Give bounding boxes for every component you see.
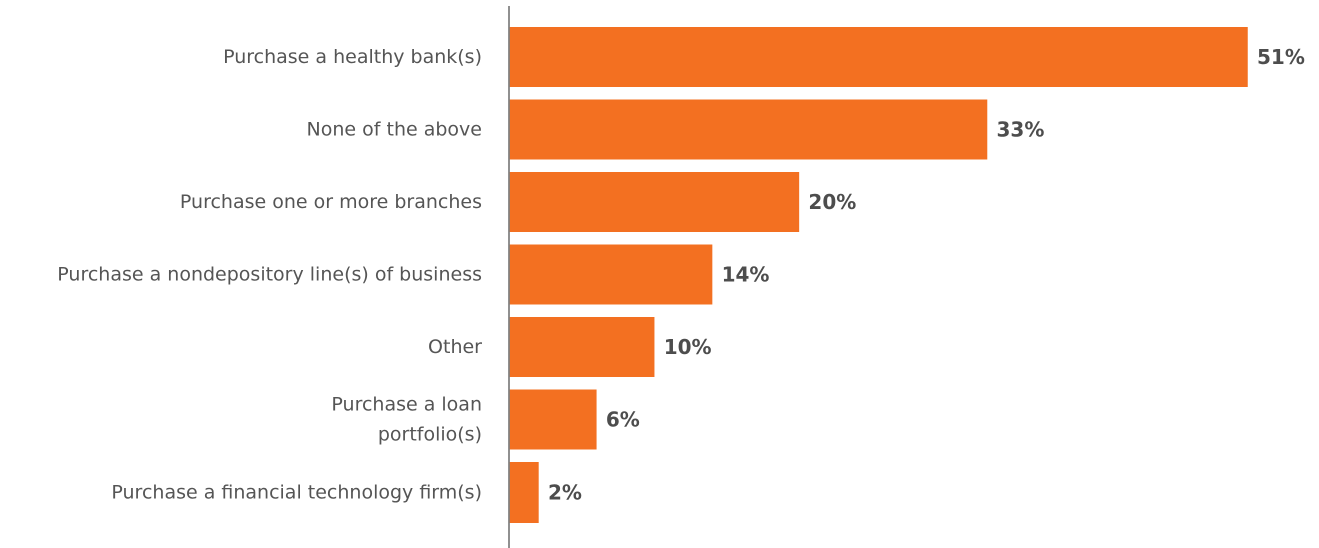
category-label-2: None of the above	[307, 119, 482, 141]
bar-1	[509, 27, 1248, 87]
category-label-7: Purchase a financial technology firm(s)	[111, 482, 482, 504]
category-labels-group: Purchase a healthy bank(s) None of the ab…	[57, 46, 482, 504]
bar-4	[509, 244, 713, 305]
bar-7	[509, 462, 539, 523]
value-label-2: 33%	[997, 118, 1045, 142]
category-label-4: Purchase a nondepository line(s) of busi…	[57, 264, 482, 286]
category-label-3: Purchase one or more branches	[180, 191, 482, 213]
category-label-5: Other	[428, 336, 482, 358]
bar-5	[509, 317, 655, 377]
value-label-7: 2%	[548, 481, 582, 505]
category-label-6: Purchase a loan portfolio(s)	[331, 394, 482, 446]
bar-3	[509, 172, 800, 232]
bar-2	[509, 99, 988, 160]
value-label-6: 6%	[606, 408, 640, 432]
value-label-3: 20%	[808, 190, 856, 214]
value-labels-group: 51% 33% 20% 14% 10% 6% 2%	[548, 45, 1305, 505]
bars-group	[509, 27, 1248, 523]
bar-6	[509, 389, 597, 450]
value-label-5: 10%	[664, 335, 712, 359]
category-label-1: Purchase a healthy bank(s)	[223, 46, 482, 68]
value-label-4: 14%	[722, 263, 770, 287]
value-label-1: 51%	[1257, 45, 1305, 69]
